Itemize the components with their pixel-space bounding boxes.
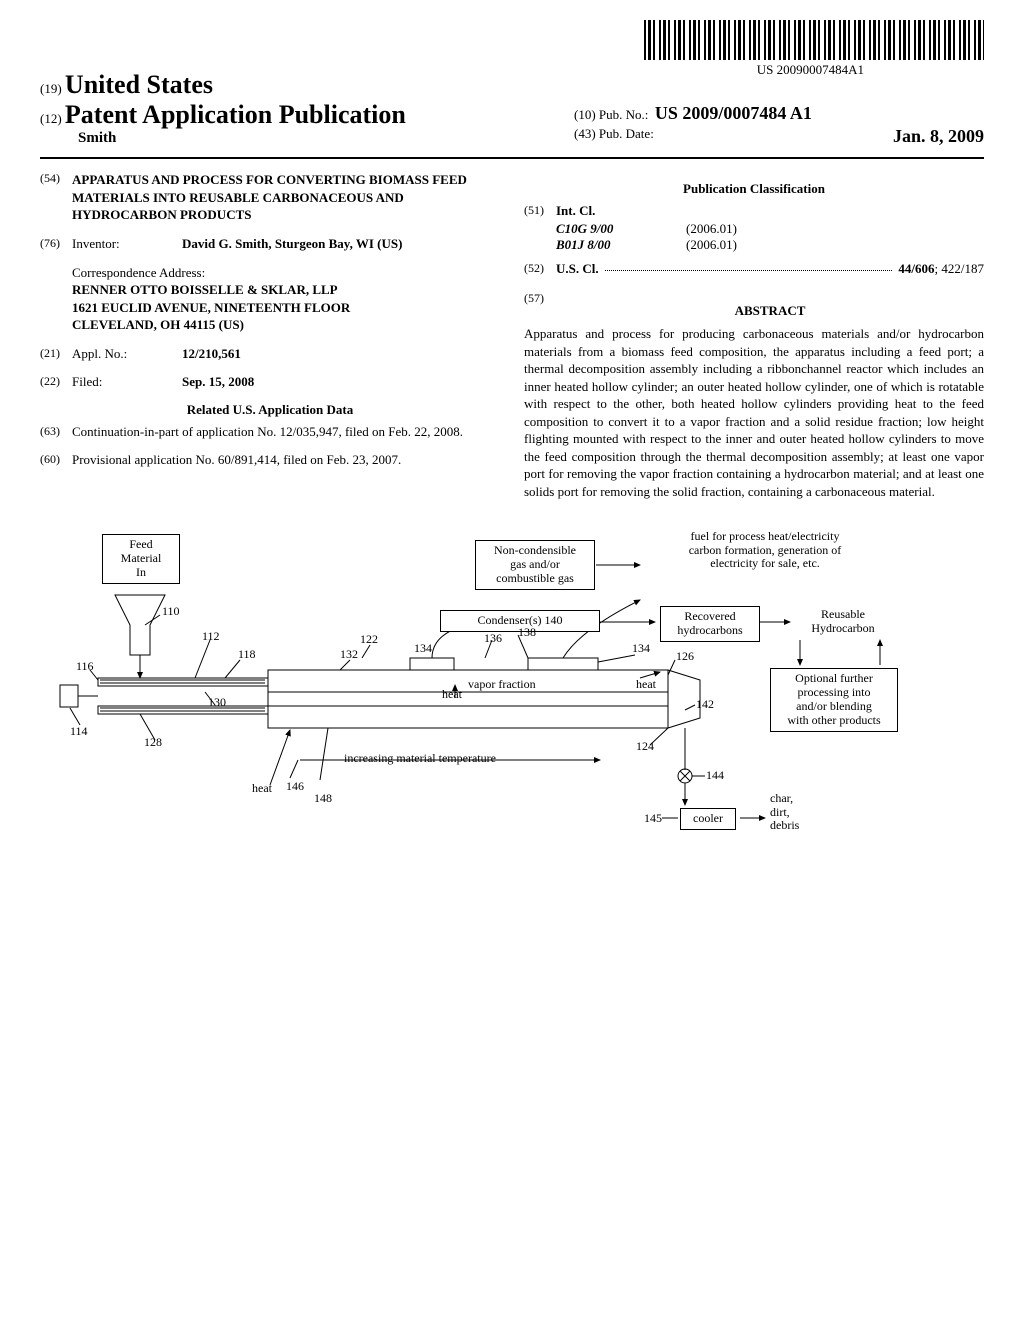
ref-118: 118: [238, 648, 256, 661]
ref-144: 144: [706, 769, 724, 782]
field-57-code: (57): [524, 291, 556, 325]
barcode: [644, 20, 984, 60]
uscl-rest: ; 422/187: [935, 261, 984, 277]
ref-142: 142: [696, 698, 714, 711]
pub-date-label: Pub. Date:: [599, 126, 654, 141]
country-code: (19): [40, 81, 62, 96]
recovered-hc-box: Recovered hydrocarbons: [660, 606, 760, 642]
ref-148: 148: [314, 792, 332, 805]
ref-145: 145: [644, 812, 662, 825]
pub-type-code: (12): [40, 111, 62, 126]
reusable-hc-text: Reusable Hydrocarbon: [798, 608, 888, 634]
ref-136: 136: [484, 632, 502, 645]
intcl-ver-0: (2006.01): [686, 221, 737, 237]
field-54-code: (54): [40, 171, 72, 224]
uscl-label: U.S. Cl.: [556, 261, 599, 277]
ref-138: 138: [518, 626, 536, 639]
intcl-label: Int. Cl.: [556, 203, 595, 218]
heat-label-1: heat: [252, 782, 272, 795]
invention-title: APPARATUS AND PROCESS FOR CONVERTING BIO…: [72, 171, 500, 224]
correspondence-line1: RENNER OTTO BOISSELLE & SKLAR, LLP: [72, 281, 500, 299]
increasing-temp-label: increasing material temperature: [344, 752, 496, 765]
correspondence-line2: 1621 EUCLID AVENUE, NINETEENTH FLOOR: [72, 299, 500, 317]
filed-label: Filed:: [72, 374, 182, 390]
author-name: Smith: [40, 130, 406, 147]
feed-material-box: Feed Material In: [102, 534, 180, 583]
intcl-code-1: B01J 8/00: [556, 237, 686, 253]
applno-value: 12/210,561: [182, 346, 241, 361]
ref-122: 122: [360, 633, 378, 646]
optional-processing-box: Optional further processing into and/or …: [770, 668, 898, 731]
field-63-value: Continuation-in-part of application No. …: [72, 424, 500, 440]
field-52-code: (52): [524, 261, 556, 277]
inventor-label: Inventor:: [72, 236, 182, 252]
ref-114: 114: [70, 725, 88, 738]
abstract-heading: ABSTRACT: [556, 303, 984, 319]
applno-label: Appl. No.:: [72, 346, 182, 362]
pub-no-value: US 2009/0007484 A1: [655, 103, 812, 123]
heat-label-3: heat: [636, 678, 656, 691]
field-76-code: (76): [40, 236, 72, 252]
char-text: char, dirt, debris: [770, 792, 830, 832]
inventor-name: David G. Smith, Sturgeon Bay, WI (US): [182, 236, 402, 251]
country-name: United States: [65, 70, 213, 99]
figure: Feed Material In Non-condensible gas and…: [40, 530, 984, 860]
field-51-code: (51): [524, 203, 556, 219]
pub-no-code: (10): [574, 107, 596, 122]
field-21-code: (21): [40, 346, 72, 362]
intcl-code-0: C10G 9/00: [556, 221, 686, 237]
related-heading: Related U.S. Application Data: [40, 402, 500, 418]
ref-134a: 134: [414, 642, 432, 655]
field-63-code: (63): [40, 424, 72, 440]
filed-value: Sep. 15, 2008: [182, 374, 254, 389]
pub-date-code: (43): [574, 126, 596, 141]
noncondensible-box: Non-condensible gas and/or combustible g…: [475, 540, 595, 589]
ref-126: 126: [676, 650, 694, 663]
ref-132: 132: [340, 648, 358, 661]
intcl-ver-1: (2006.01): [686, 237, 737, 253]
ref-110: 110: [162, 605, 180, 618]
correspondence-label: Correspondence Address:: [72, 264, 500, 282]
uscl-dots: [605, 261, 893, 271]
uscl-main: 44/606: [898, 261, 934, 277]
heat-label-2: heat: [442, 688, 462, 701]
header-divider: [40, 157, 984, 159]
field-22-code: (22): [40, 374, 72, 390]
pub-date-value: Jan. 8, 2009: [893, 126, 984, 147]
ref-116: 116: [76, 660, 94, 673]
pubclass-heading: Publication Classification: [524, 181, 984, 197]
ref-130: 130: [208, 696, 226, 709]
vapor-fraction-label: vapor fraction: [468, 678, 536, 691]
ref-124: 124: [636, 740, 654, 753]
pub-type-title: Patent Application Publication: [65, 100, 406, 129]
inventor-value: David G. Smith, Sturgeon Bay, WI (US): [182, 236, 500, 252]
pub-no-label: Pub. No.:: [599, 107, 648, 122]
ref-112: 112: [202, 630, 220, 643]
cooler-box: cooler: [680, 808, 736, 830]
fuel-text: fuel for process heat/electricity carbon…: [650, 530, 880, 570]
ref-128: 128: [144, 736, 162, 749]
field-60-code: (60): [40, 452, 72, 468]
abstract-text: Apparatus and process for producing carb…: [524, 325, 984, 500]
ref-146: 146: [286, 780, 304, 793]
correspondence-line3: CLEVELAND, OH 44115 (US): [72, 316, 500, 334]
ref-134b: 134: [632, 642, 650, 655]
field-60-value: Provisional application No. 60/891,414, …: [72, 452, 500, 468]
